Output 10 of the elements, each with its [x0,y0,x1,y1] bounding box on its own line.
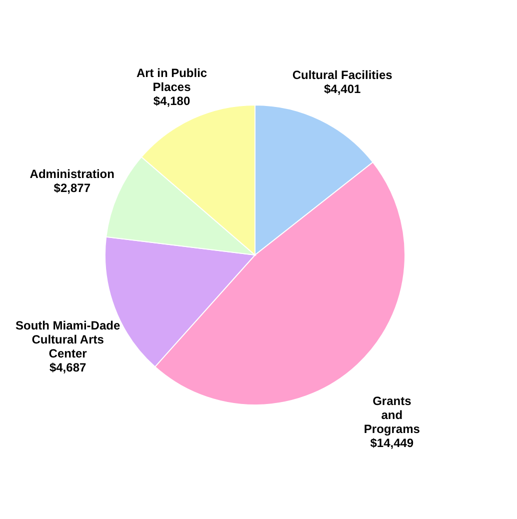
data-label: $4,687 [49,360,86,374]
data-label: $2,877 [54,181,91,196]
data-label: $4,180 [153,94,190,108]
data-label: $4,401 [324,82,362,96]
slice-label: South Miami-Dade Cultural Arts Center [15,318,120,360]
slice-label: Art in Public Places [136,66,208,94]
slice-label: Cultural Facilities [292,68,393,82]
slice-label: Grants and Programs [364,394,420,436]
slice-label: Administration [30,167,114,182]
data-label: $14,449 [370,436,414,450]
